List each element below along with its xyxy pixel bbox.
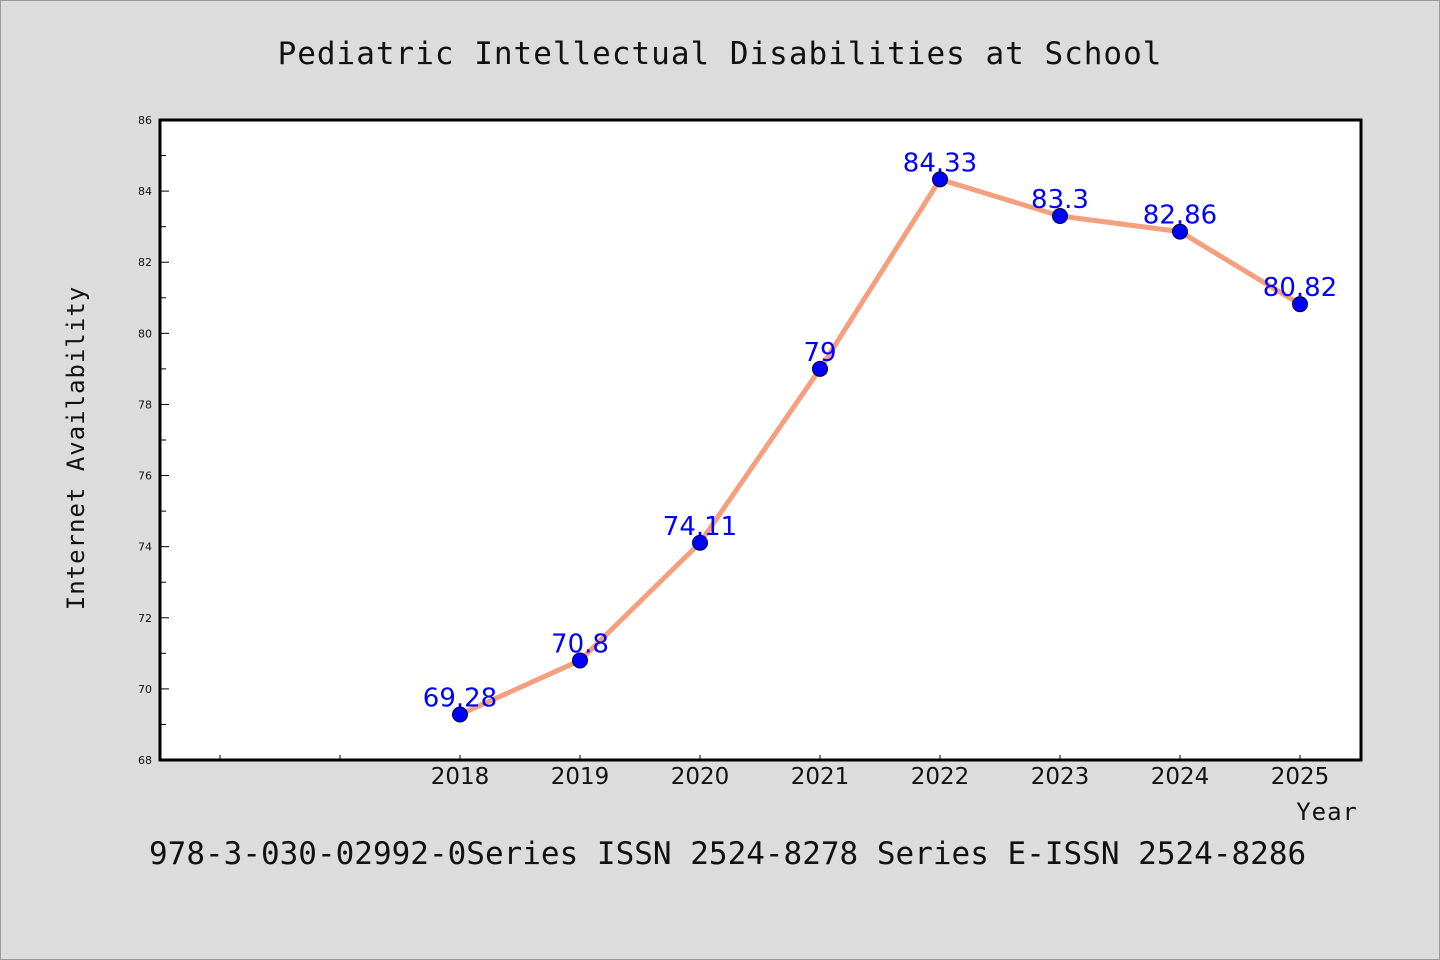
data-point <box>1172 223 1188 240</box>
y-tick-label: 86 <box>138 114 152 127</box>
data-label: 69.28 <box>423 683 497 713</box>
y-tick-label: 82 <box>138 256 152 269</box>
data-label: 70.8 <box>551 629 609 659</box>
data-label: 74.11 <box>663 512 737 542</box>
series-line <box>457 176 1303 717</box>
data-label: 84.33 <box>903 148 977 178</box>
data-point <box>572 652 588 669</box>
y-tick-label: 84 <box>138 185 152 198</box>
data-point <box>452 706 468 723</box>
x-axis: 2018 2019 2020 2021 2022 2023 2024 2025 <box>219 755 1330 790</box>
data-point <box>1052 208 1068 224</box>
x-tick-label: 2020 <box>671 764 730 790</box>
x-axis-label: Year <box>1296 798 1358 826</box>
x-tick-label: 2018 <box>431 764 490 790</box>
data-label: 80.82 <box>1263 273 1337 303</box>
x-tick-label: 2024 <box>1151 764 1210 790</box>
x-tick-label: 2023 <box>1031 764 1090 790</box>
data-label: 83.3 <box>1031 185 1089 215</box>
y-tick-label: 80 <box>138 327 152 340</box>
y-tick-label: 78 <box>138 398 152 411</box>
data-series <box>452 171 1308 723</box>
y-tick-label: 72 <box>138 612 152 625</box>
x-tick-label: 2021 <box>791 764 850 790</box>
y-tick-label: 70 <box>138 683 152 696</box>
y-tick-label: 74 <box>138 541 152 554</box>
x-tick-label: 2019 <box>551 764 610 790</box>
data-point <box>812 360 828 377</box>
data-point <box>1292 296 1308 313</box>
data-labels: 69.28 70.8 74.11 79 84.33 83.3 82.86 80.82 <box>423 148 1337 713</box>
y-tick-label: 76 <box>138 470 152 483</box>
y-axis-label: Internet Availability <box>62 286 90 610</box>
footer-isbn: 978-3-030-02992-0Series ISSN 2524-8278 S… <box>149 836 1306 872</box>
y-axis: 68 70 72 74 76 78 80 82 84 86 <box>138 114 169 767</box>
chart-title: Pediatric Intellectual Disabilities at S… <box>278 36 1163 72</box>
x-tick-label: 2025 <box>1271 764 1330 790</box>
y-tick-label: 68 <box>138 754 152 767</box>
data-point <box>692 534 708 551</box>
data-label: 82.86 <box>1143 201 1217 231</box>
data-point <box>932 171 948 188</box>
x-tick-label: 2022 <box>911 764 970 790</box>
data-label: 79 <box>803 338 836 368</box>
